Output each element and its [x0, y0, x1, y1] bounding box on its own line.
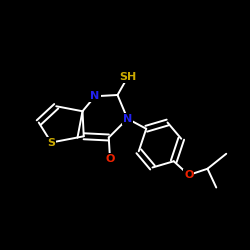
Text: N: N	[123, 114, 132, 124]
Text: S: S	[47, 138, 55, 147]
Text: O: O	[184, 170, 194, 180]
Text: N: N	[90, 91, 100, 101]
Text: O: O	[105, 154, 115, 164]
Text: SH: SH	[119, 72, 136, 83]
